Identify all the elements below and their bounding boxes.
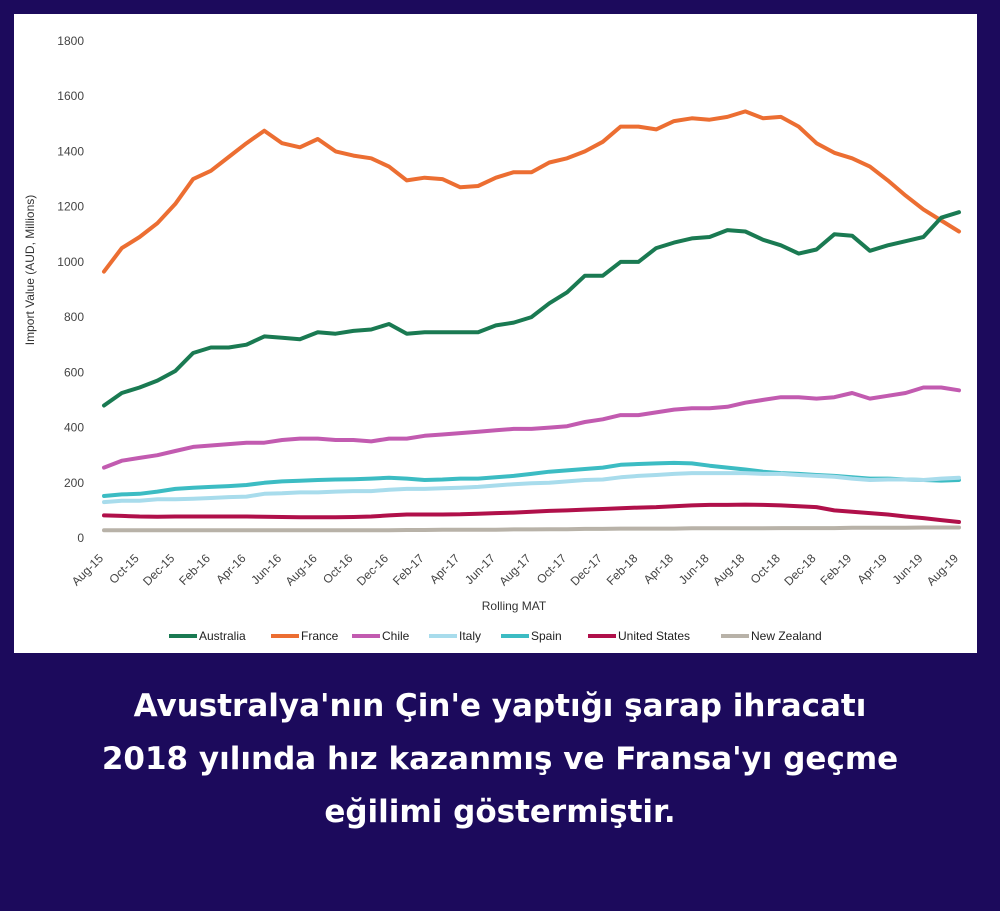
x-tick-label: Apr-18 xyxy=(641,551,677,587)
y-tick-label: 1600 xyxy=(57,89,84,103)
x-axis-label: Rolling MAT xyxy=(482,599,547,613)
y-tick-label: 200 xyxy=(64,476,84,490)
series-line-chile xyxy=(102,385,961,470)
legend-label-new-zealand: New Zealand xyxy=(751,629,822,643)
x-tick-label: Oct-18 xyxy=(748,551,784,587)
x-tick-label: Oct-15 xyxy=(106,551,142,587)
x-tick-label: Apr-17 xyxy=(427,551,463,587)
series-line-new-zealand xyxy=(102,525,961,533)
x-tick-label: Oct-16 xyxy=(320,551,356,587)
y-tick-label: 1200 xyxy=(57,200,84,214)
x-tick-label: Feb-18 xyxy=(604,551,641,588)
series-line-australia xyxy=(102,210,961,408)
x-tick-label: Aug-19 xyxy=(924,551,961,588)
y-tick-label: 1400 xyxy=(57,144,84,158)
caption-line-2: 2018 yılında hız kazanmış ve Fransa'yı g… xyxy=(101,741,899,777)
legend: Australia France Chile Italy Spain United Sta… xyxy=(169,629,822,643)
x-tick-label: Dec-18 xyxy=(781,551,818,588)
x-tick-label: Oct-17 xyxy=(534,551,570,587)
legend-label-australia: Australia xyxy=(199,629,246,643)
y-tick-label: 1800 xyxy=(57,34,84,48)
x-tick-label: Aug-16 xyxy=(283,551,320,588)
line-chart: 0 200 400 600 800 1000 1200 1400 1600 1800 Aug-15… xyxy=(23,34,961,643)
x-tick-label: Aug-18 xyxy=(710,551,747,588)
caption: Avustralya'nın Çin'e yaptığı şarap ihrac… xyxy=(20,680,980,839)
series-line-france xyxy=(102,109,961,274)
y-tick-label: 400 xyxy=(64,421,84,435)
x-tick-label: Feb-16 xyxy=(176,551,213,588)
x-tick-label: Feb-17 xyxy=(390,551,427,588)
caption-line-3: eğilimi göstermiştir. xyxy=(324,794,676,830)
series-line-italy xyxy=(102,471,961,505)
chart-panel: 0 200 400 600 800 1000 1200 1400 1600 1800 Aug-15… xyxy=(14,14,977,653)
series-line-united-states xyxy=(102,502,961,524)
x-tick-label: Dec-15 xyxy=(140,551,177,588)
x-tick-label: Apr-19 xyxy=(854,551,890,587)
y-tick-label: 600 xyxy=(64,365,84,379)
legend-label-france: France xyxy=(301,629,339,643)
x-tick-label: Aug-17 xyxy=(496,551,533,588)
series-lines xyxy=(102,109,961,533)
x-tick-label: Aug-15 xyxy=(69,551,106,588)
legend-label-italy: Italy xyxy=(459,629,481,643)
x-tick-label: Dec-16 xyxy=(354,551,391,588)
x-tick-label: Jun-18 xyxy=(676,551,712,587)
series-line-spain xyxy=(102,460,961,498)
y-axis-label: Import Value (AUD, Millions) xyxy=(23,195,37,345)
y-tick-label: 0 xyxy=(77,531,84,545)
x-tick-label: Jun-17 xyxy=(462,551,498,587)
x-tick-label: Jun-19 xyxy=(890,551,926,587)
y-tick-label: 1000 xyxy=(57,255,84,269)
legend-label-chile: Chile xyxy=(382,629,410,643)
x-tick-label: Dec-17 xyxy=(568,551,605,588)
y-tick-label: 800 xyxy=(64,310,84,324)
legend-label-united-states: United States xyxy=(618,629,690,643)
caption-line-1: Avustralya'nın Çin'e yaptığı şarap ihrac… xyxy=(133,688,867,724)
y-axis-ticks: 0 200 400 600 800 1000 1200 1400 1600 1800 xyxy=(57,34,84,545)
x-tick-label: Jun-16 xyxy=(248,551,284,587)
x-tick-label: Feb-19 xyxy=(817,551,854,588)
legend-label-spain: Spain xyxy=(531,629,562,643)
x-tick-label: Apr-16 xyxy=(213,551,249,587)
